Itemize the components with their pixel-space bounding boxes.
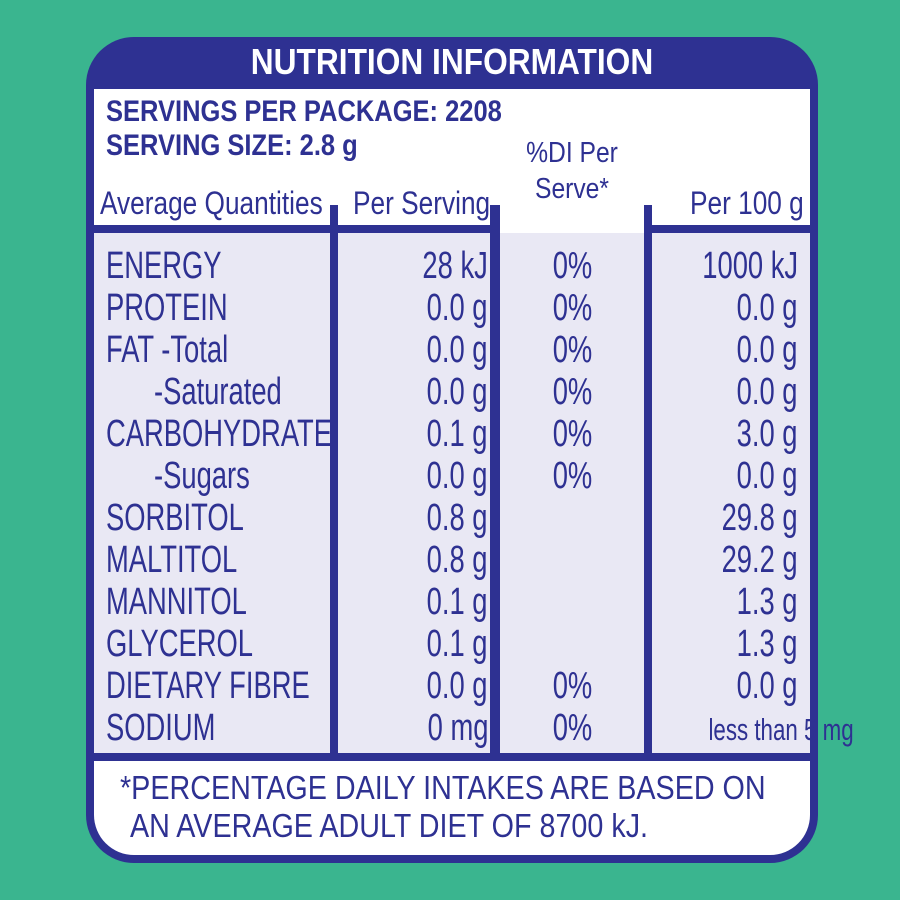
per-serving-value: 0.1 g xyxy=(427,623,488,665)
footnote: *PERCENTAGE DAILY INTAKES ARE BASED ON A… xyxy=(94,761,810,855)
per-100g-value: less than 5 mg xyxy=(708,712,854,747)
table-row: MALTITOL 0.8 g 29.2 g xyxy=(86,539,818,581)
per-serving-value: 0.0 g xyxy=(427,371,488,413)
di-value: 0% xyxy=(552,707,592,749)
nutrient-name: ENERGY xyxy=(106,245,222,287)
header-average-quantities: Average Quantities xyxy=(94,181,330,225)
per-100g-value: 0.0 g xyxy=(737,371,798,413)
nutrient-name: PROTEIN xyxy=(106,287,228,329)
per-100g-value: 0.0 g xyxy=(737,329,798,371)
nutrient-name: -Sugars xyxy=(154,455,250,497)
per-100g-value: 1.3 g xyxy=(737,581,798,623)
table-row: ENERGY 28 kJ 0% 1000 kJ xyxy=(86,245,818,287)
di-value xyxy=(500,623,644,665)
di-header-line1: %DI Per xyxy=(526,137,618,169)
table-row: GLYCEROL 0.1 g 1.3 g xyxy=(86,623,818,665)
nutrient-name: SORBITOL xyxy=(106,497,244,539)
per-serving-value: 0 mg xyxy=(427,707,488,749)
nutrient-name: GLYCEROL xyxy=(106,623,253,665)
per-serving-value: 0.8 g xyxy=(427,539,488,581)
table-row: SORBITOL 0.8 g 29.8 g xyxy=(86,497,818,539)
per-100g-value: 3.0 g xyxy=(737,413,798,455)
table-row: PROTEIN 0.0 g 0% 0.0 g xyxy=(86,287,818,329)
nutrient-rows: ENERGY 28 kJ 0% 1000 kJ PROTEIN 0.0 g 0%… xyxy=(86,245,854,749)
header-per-100g: Per 100 g xyxy=(652,181,810,225)
table-row: CARBOHYDRATE 0.1 g 0% 3.0 g xyxy=(86,413,818,455)
per-serving-value: 0.1 g xyxy=(427,581,488,623)
nutrient-name: FAT -Total xyxy=(106,329,229,371)
table-row: SODIUM 0 mg 0% less than 5 mg xyxy=(86,707,854,749)
di-value xyxy=(500,539,644,581)
header-per-serving: Per Serving xyxy=(338,181,490,225)
di-value: 0% xyxy=(552,371,592,413)
nutrient-name: MANNITOL xyxy=(106,581,247,623)
per-100g-value: 29.8 g xyxy=(721,497,798,539)
footnote-line1: *PERCENTAGE DAILY INTAKES ARE BASED ON xyxy=(120,769,766,806)
per-serving-value: 0.0 g xyxy=(427,329,488,371)
di-value: 0% xyxy=(552,287,592,329)
per-100g-value: 29.2 g xyxy=(721,539,798,581)
nutrition-panel: NUTRITION INFORMATION SERVINGS PER PACKA… xyxy=(86,37,854,863)
column-names xyxy=(94,233,330,753)
di-value xyxy=(500,581,644,623)
nutrient-name: SODIUM xyxy=(106,707,216,749)
per-serving-value: 28 kJ xyxy=(422,245,488,287)
table-row: DIETARY FIBRE 0.0 g 0% 0.0 g xyxy=(86,665,818,707)
panel-title: NUTRITION INFORMATION xyxy=(250,41,654,82)
table-row: FAT -Total 0.0 g 0% 0.0 g xyxy=(86,329,818,371)
per-100g-value: 0.0 g xyxy=(737,665,798,707)
per-100g-value: 1.3 g xyxy=(737,623,798,665)
table-row: -Sugars 0.0 g 0% 0.0 g xyxy=(86,455,818,497)
per-serving-value: 0.1 g xyxy=(427,413,488,455)
di-value: 0% xyxy=(552,413,592,455)
di-value: 0% xyxy=(552,455,592,497)
servings-per-package: SERVINGS PER PACKAGE: 2208 xyxy=(106,95,502,128)
table-row: MANNITOL 0.1 g 1.3 g xyxy=(86,581,818,623)
per-100g-value: 0.0 g xyxy=(737,455,798,497)
footnote-line2: AN AVERAGE ADULT DIET OF 8700 kJ. xyxy=(130,807,649,844)
per-serving-value: 0.8 g xyxy=(427,497,488,539)
di-value: 0% xyxy=(552,329,592,371)
per-serving-value: 0.0 g xyxy=(427,665,488,707)
di-value xyxy=(500,497,644,539)
di-value: 0% xyxy=(552,245,592,287)
di-header-tab: %DI Per Serve* xyxy=(500,115,644,255)
nutrient-name: -Saturated xyxy=(154,371,282,413)
table-row: -Saturated 0.0 g 0% 0.0 g xyxy=(86,371,818,413)
nutrient-name: MALTITOL xyxy=(106,539,238,581)
column-per-serving xyxy=(338,233,490,753)
per-serving-value: 0.0 g xyxy=(427,287,488,329)
serving-size: SERVING SIZE: 2.8 g xyxy=(106,129,358,162)
di-header-line2: Serve* xyxy=(534,173,609,205)
per-100g-value: 0.0 g xyxy=(737,287,798,329)
column-di xyxy=(500,233,644,753)
column-per-100g xyxy=(652,233,810,753)
nutrient-name: CARBOHYDRATE xyxy=(106,413,333,455)
per-100g-value: 1000 kJ xyxy=(702,245,798,287)
per-serving-value: 0.0 g xyxy=(427,455,488,497)
di-value: 0% xyxy=(552,665,592,707)
di-header: %DI Per Serve* xyxy=(511,135,633,207)
nutrient-name: DIETARY FIBRE xyxy=(106,665,310,707)
